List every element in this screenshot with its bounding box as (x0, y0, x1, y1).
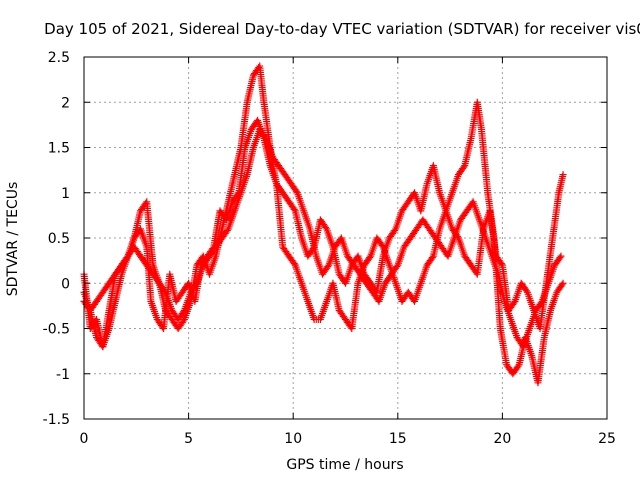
y-tick-label: -0.5 (43, 322, 70, 338)
data-point (223, 226, 231, 234)
data-point (161, 287, 169, 295)
data-point (537, 299, 545, 307)
y-tick-label: 1.5 (48, 141, 70, 157)
y-tick-label: 0.5 (48, 231, 70, 247)
data-point (192, 281, 200, 289)
data-point (378, 242, 386, 250)
y-tick-label: 0 (61, 276, 70, 292)
x-tick-label: 10 (284, 431, 302, 447)
data-point (559, 171, 567, 179)
data-point (428, 254, 436, 262)
data-point (366, 254, 374, 262)
data-point (324, 263, 332, 271)
data-point (290, 260, 298, 268)
data-point (558, 281, 566, 289)
data-point (460, 163, 468, 171)
data-point (510, 299, 518, 307)
x-tick-label: 5 (184, 431, 193, 447)
data-point (179, 317, 187, 325)
data-point (179, 308, 187, 316)
data-point (391, 226, 399, 234)
series-C (80, 125, 565, 351)
x-tick-label: 25 (598, 431, 616, 447)
x-tick-label: 20 (493, 431, 511, 447)
y-tick-label: 2 (61, 95, 70, 111)
x-tick-label: 0 (80, 431, 89, 447)
x-tick-label: 15 (389, 431, 407, 447)
y-tick-label: -1 (56, 367, 70, 383)
data-point (556, 254, 564, 262)
data-point (514, 362, 522, 370)
data-points (80, 62, 567, 387)
data-point (557, 252, 565, 260)
series-B (80, 62, 567, 387)
chart-title: Day 105 of 2021, Sidereal Day-to-day VTE… (44, 20, 640, 38)
axis-ticks: 0 5 10 15 20 25 -1.5 -1 -0.5 0 0.5 1 1.5 2 2.5 (43, 50, 616, 447)
data-point (261, 133, 269, 141)
data-point (559, 279, 567, 287)
y-tick-label: 1 (61, 186, 70, 202)
grid (84, 57, 607, 419)
x-axis-label: GPS time / hours (286, 457, 403, 473)
data-point (522, 287, 530, 295)
data-point (393, 263, 401, 271)
data-point (322, 223, 330, 231)
y-axis-label: SDTVAR / TECUs (5, 182, 21, 297)
y-tick-label: -1.5 (43, 412, 70, 428)
y-tick-label: 2.5 (48, 50, 70, 66)
data-point (290, 205, 298, 213)
data-point (292, 187, 300, 195)
